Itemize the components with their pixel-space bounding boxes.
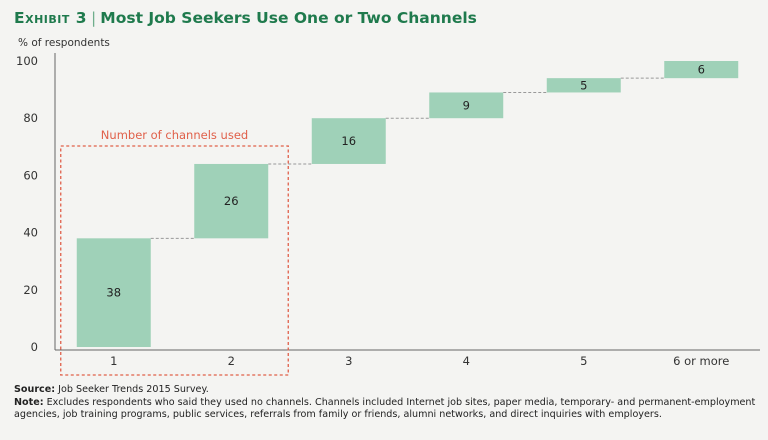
- annotation-label: Number of channels used: [101, 128, 248, 142]
- source-line: Source: Job Seeker Trends 2015 Survey.: [14, 384, 759, 397]
- chart-title: Most Job Seekers Use One or Two Channels: [100, 9, 477, 27]
- x-tick-label: 6 or more: [673, 354, 729, 368]
- y-tick-label: 0: [31, 340, 38, 354]
- bar-value-label: 6: [698, 63, 705, 77]
- source-label: Source:: [14, 384, 56, 395]
- x-tick-label: 2: [228, 354, 235, 368]
- y-tick-label: 80: [23, 111, 38, 125]
- y-tick-label: 100: [16, 54, 38, 68]
- note-text: Excludes respondents who said they used …: [14, 396, 756, 421]
- bar-value-label: 38: [106, 286, 121, 300]
- source-text: Job Seeker Trends 2015 Survey.: [58, 384, 209, 395]
- waterfall-bar: [664, 61, 739, 79]
- y-axis-label: % of respondents: [18, 37, 110, 49]
- y-tick-label: 40: [23, 226, 38, 240]
- waterfall-bar: [546, 78, 621, 93]
- x-tick-label: 3: [345, 354, 352, 368]
- waterfall-bar: [311, 118, 386, 164]
- bar-value-label: 26: [224, 194, 239, 208]
- waterfall-bar: [76, 238, 151, 347]
- bar-value-label: 16: [341, 134, 356, 148]
- waterfall-bar: [429, 92, 504, 119]
- y-tick-label: 20: [23, 283, 38, 297]
- waterfall-chart: 0 20 40 60 80 100 38 1 26 2 16 3 9 4 5 5 6 6 or more Numbe…: [16, 53, 760, 376]
- x-tick-label: 5: [580, 354, 587, 368]
- x-tick-label: 1: [110, 354, 117, 368]
- title-separator: |: [91, 9, 97, 27]
- bar-value-label: 5: [580, 78, 587, 92]
- y-tick-label: 60: [23, 168, 38, 182]
- chart-footer: Source: Job Seeker Trends 2015 Survey. N…: [14, 384, 759, 422]
- exhibit-number: Exhibit 3: [14, 9, 88, 27]
- x-tick-label: 4: [463, 354, 470, 368]
- note-label: Note:: [14, 396, 44, 408]
- highlight-box: [60, 145, 289, 376]
- waterfall-bar: [194, 163, 269, 239]
- exhibit-title: Exhibit 3 | Most Job Seekers Use One or Tw…: [14, 9, 477, 27]
- bar-value-label: 9: [463, 98, 470, 112]
- note-line: Note: Excludes respondents who said they…: [14, 397, 759, 422]
